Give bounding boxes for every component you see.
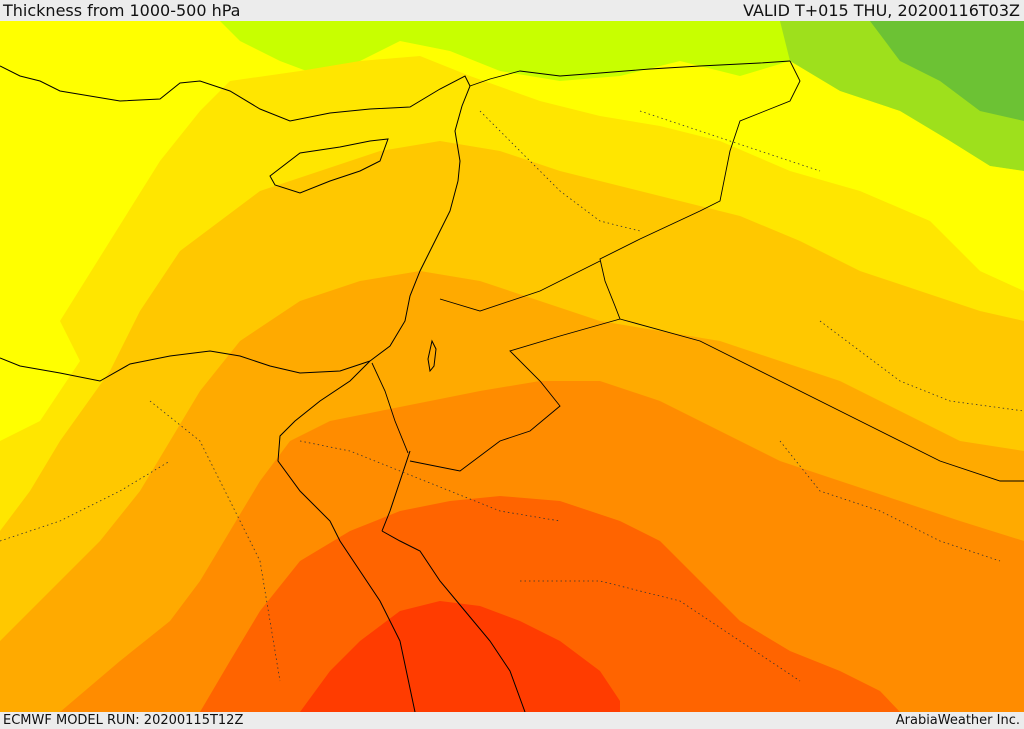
province-line: [520, 580, 801, 682]
border-jordan-saudi: [409, 318, 621, 472]
band-red: [300, 601, 620, 712]
footer-bar: ECMWF MODEL RUN: 20200115T12Z ArabiaWeat…: [0, 712, 1024, 729]
border-iraq-saudi: [619, 318, 1024, 482]
coastline-turkey-south: [0, 65, 471, 182]
credit: ArabiaWeather Inc.: [895, 713, 1020, 728]
province-line: [0, 460, 171, 542]
coastline-gulf-of-aqaba: [381, 450, 411, 532]
coastline-red-sea-east: [381, 530, 526, 712]
band-green-dark: [870, 21, 1024, 121]
border-egypt-israel: [371, 362, 409, 454]
province-line: [639, 110, 821, 172]
thickness-map[interactable]: [0, 21, 1024, 712]
province-line: [819, 320, 1024, 412]
map-title: Thickness from 1000-500 hPa: [3, 1, 241, 20]
coastline-egypt-north: [0, 350, 371, 382]
coastlines: [0, 65, 526, 712]
border-syria-turkey: [469, 60, 791, 87]
border-jordan-iraq: [439, 260, 601, 312]
model-run: ECMWF MODEL RUN: 20200115T12Z: [3, 713, 244, 728]
border-syria-iraq: [599, 60, 801, 320]
coastline-levant: [369, 180, 459, 362]
header-bar: Thickness from 1000-500 hPa VALID T+015 …: [0, 0, 1024, 21]
coastline-dead-sea: [427, 339, 437, 373]
coastline-cyprus: [269, 138, 389, 194]
valid-time: VALID T+015 THU, 20200116T03Z: [743, 1, 1020, 20]
borders: [371, 60, 1024, 482]
province-lines: [0, 110, 1024, 682]
province-line: [779, 440, 1001, 562]
province-line: [479, 110, 641, 232]
province-line: [299, 440, 561, 522]
coastline-gulf-of-suez: [277, 360, 416, 712]
